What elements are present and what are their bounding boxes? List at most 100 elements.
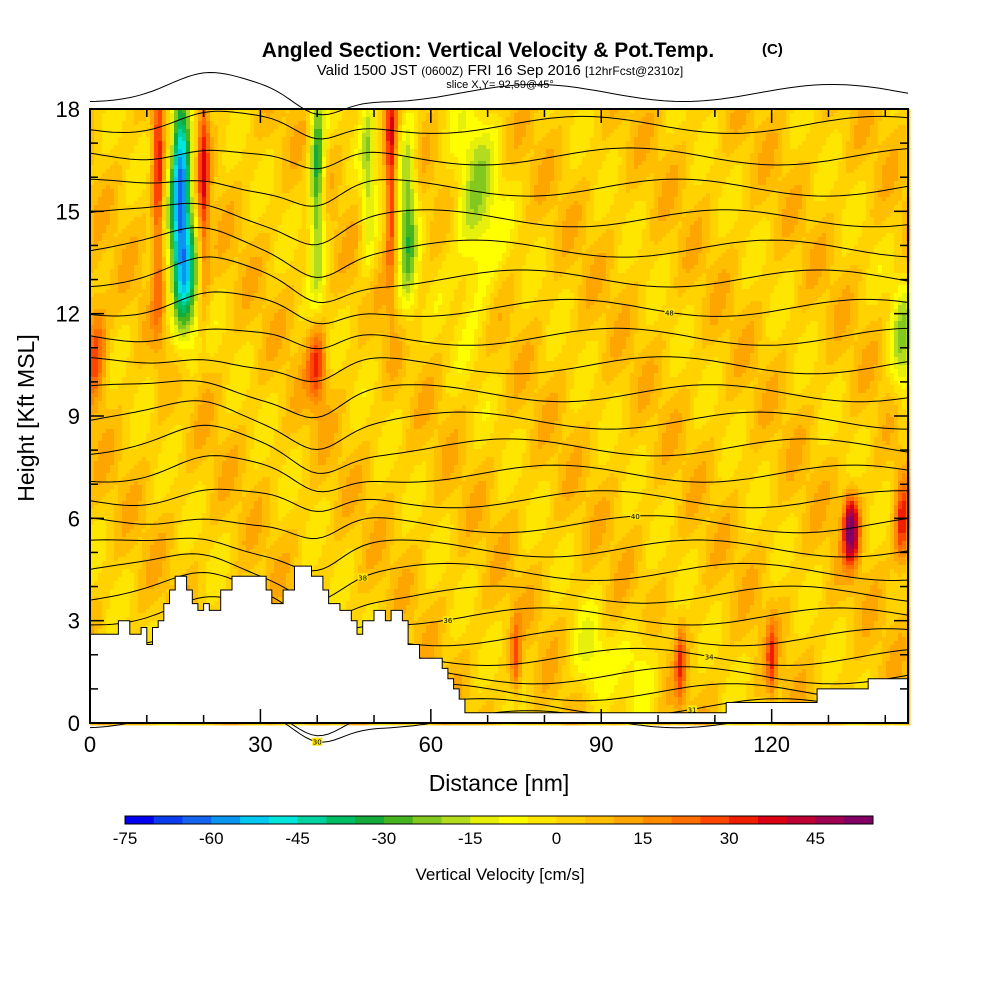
field-cell — [362, 121, 366, 125]
field-cell — [814, 125, 818, 129]
field-cell — [410, 125, 414, 129]
field-cell — [434, 125, 438, 129]
field-cell — [454, 121, 458, 125]
field-cell — [186, 121, 190, 125]
field-cell — [130, 133, 134, 137]
field-cell — [574, 129, 578, 133]
field-cell — [386, 125, 390, 129]
field-cell — [302, 145, 306, 149]
field-cell — [778, 113, 782, 117]
field-cell — [130, 125, 134, 129]
field-cell — [390, 137, 394, 141]
field-cell — [230, 113, 234, 117]
field-cell — [682, 141, 686, 145]
field-cell — [202, 137, 206, 141]
field-cell — [886, 125, 890, 129]
field-cell — [670, 117, 674, 121]
field-cell — [702, 133, 706, 137]
field-cell — [426, 141, 430, 145]
field-cell — [238, 133, 242, 137]
field-cell — [478, 113, 482, 117]
field-cell — [490, 113, 494, 117]
field-cell — [166, 133, 170, 137]
field-cell — [666, 129, 670, 133]
field-cell — [306, 113, 310, 117]
field-cell — [574, 133, 578, 137]
field-cell — [198, 141, 202, 145]
field-cell — [430, 129, 434, 133]
field-cell — [774, 141, 778, 145]
field-cell — [278, 133, 282, 137]
field-cell — [126, 133, 130, 137]
field-cell — [162, 133, 166, 137]
field-cell — [534, 137, 538, 141]
field-cell — [718, 125, 722, 129]
field-cell — [182, 141, 186, 145]
field-cell — [578, 125, 582, 129]
field-cell — [218, 117, 222, 121]
field-cell — [534, 145, 538, 149]
field-cell — [270, 145, 274, 149]
field-cell — [838, 125, 842, 129]
field-cell — [266, 121, 270, 125]
field-cell — [158, 141, 162, 145]
field-cell — [558, 141, 562, 145]
field-cell — [766, 133, 770, 137]
field-cell — [190, 129, 194, 133]
field-cell — [242, 129, 246, 133]
field-cell — [442, 125, 446, 129]
field-cell — [822, 133, 826, 137]
field-cell — [846, 125, 850, 129]
field-cell — [554, 133, 558, 137]
field-cell — [194, 125, 198, 129]
field-cell — [702, 141, 706, 145]
field-cell — [538, 137, 542, 141]
field-cell — [486, 141, 490, 145]
field-cell — [198, 133, 202, 137]
field-cell — [398, 145, 402, 149]
field-cell — [242, 141, 246, 145]
field-cell — [442, 121, 446, 125]
field-cell — [326, 129, 330, 133]
field-cell — [610, 113, 614, 117]
field-cell — [410, 141, 414, 145]
field-cell — [510, 117, 514, 121]
field-cell — [786, 121, 790, 125]
field-cell — [522, 117, 526, 121]
chart-title-mark: (C) — [762, 41, 783, 58]
field-cell — [138, 145, 142, 149]
field-cell — [878, 137, 882, 141]
field-cell — [262, 133, 266, 137]
field-cell — [694, 137, 698, 141]
field-cell — [626, 141, 630, 145]
field-cell — [146, 137, 150, 141]
field-cell — [382, 145, 386, 149]
field-cell — [170, 145, 174, 149]
field-cell — [826, 133, 830, 137]
field-cell — [346, 141, 350, 145]
field-cell — [798, 141, 802, 145]
field-cell — [886, 117, 890, 121]
field-cell — [218, 113, 222, 117]
field-cell — [178, 137, 182, 141]
field-cell — [814, 129, 818, 133]
field-cell — [454, 125, 458, 129]
field-cell — [366, 141, 370, 145]
field-cell — [490, 141, 494, 145]
field-cell — [214, 121, 218, 125]
field-cell — [110, 125, 114, 129]
field-cell — [830, 113, 834, 117]
field-cell — [198, 137, 202, 141]
field-cell — [578, 137, 582, 141]
field-cell — [262, 121, 266, 125]
field-cell — [286, 117, 290, 121]
field-cell — [318, 121, 322, 125]
field-cell — [166, 117, 170, 121]
field-cell — [586, 121, 590, 125]
field-cell — [158, 117, 162, 121]
field-cell — [610, 141, 614, 145]
field-cell — [530, 113, 534, 117]
field-cell — [198, 145, 202, 149]
field-cell — [878, 129, 882, 133]
field-cell — [206, 113, 210, 117]
